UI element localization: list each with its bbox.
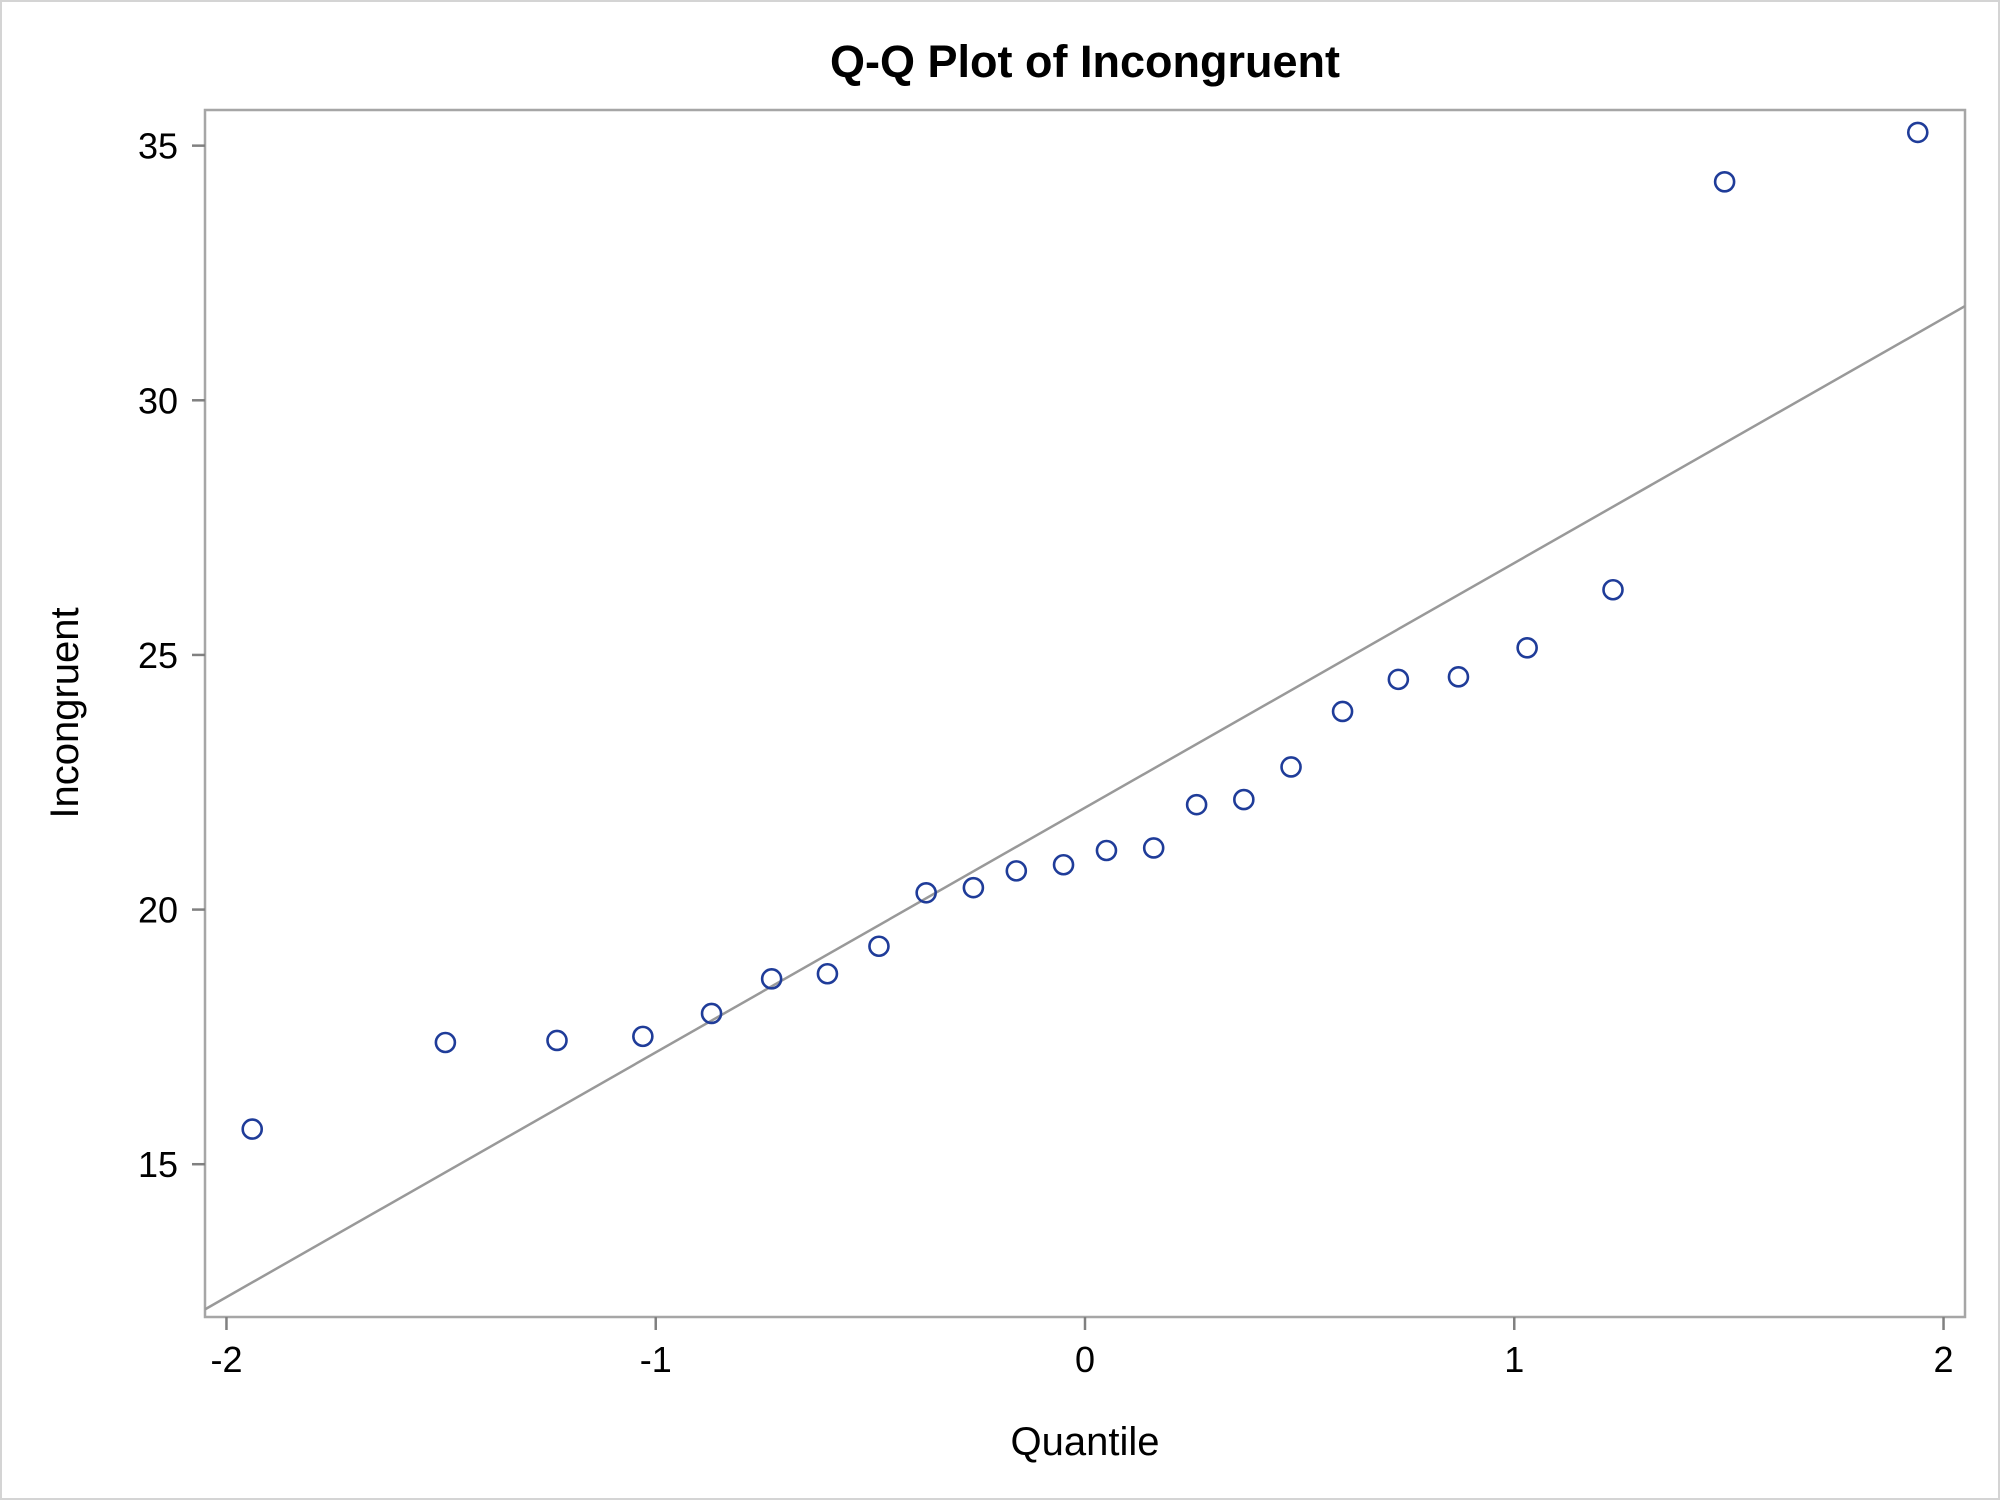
data-point	[546, 1029, 568, 1052]
data-point	[1387, 668, 1410, 691]
y-axis: 15 20 25 30 35	[138, 126, 205, 1185]
x-tick-label: -2	[210, 1339, 242, 1380]
y-tick-label: 30	[138, 380, 178, 421]
data-point	[1185, 793, 1208, 816]
data-point	[1906, 121, 1929, 144]
data-point	[915, 881, 937, 904]
data-point	[816, 962, 839, 985]
data-point	[1233, 788, 1255, 811]
data-point	[1713, 171, 1736, 193]
y-tick-label: 15	[138, 1144, 178, 1185]
data-point	[1280, 756, 1302, 778]
data-point	[1602, 578, 1624, 601]
reference-line	[205, 304, 1965, 1311]
y-axis-title: Incongruent	[43, 607, 87, 818]
data-point	[1331, 700, 1354, 723]
data-point	[1095, 839, 1118, 862]
data-point	[700, 1002, 723, 1025]
data-point	[962, 876, 985, 899]
data-point	[434, 1031, 457, 1054]
y-tick-label: 20	[138, 890, 178, 931]
data-point	[1052, 853, 1075, 876]
data-point	[1142, 837, 1165, 859]
y-tick-label: 25	[138, 635, 178, 676]
x-axis: -2 -1 0 1 2	[210, 1317, 1954, 1380]
plot-area	[203, 108, 1967, 1319]
data-point	[1516, 637, 1538, 659]
data-point	[241, 1118, 264, 1140]
x-tick-label: -1	[640, 1339, 672, 1380]
data-point	[632, 1025, 654, 1048]
x-tick-label: 0	[1075, 1339, 1095, 1380]
chart-title: Q-Q Plot of Incongruent	[830, 36, 1340, 87]
data-point	[1447, 666, 1470, 688]
y-tick-label: 35	[138, 126, 178, 167]
data-point	[1005, 860, 1028, 882]
data-point	[868, 935, 890, 958]
x-tick-label: 1	[1504, 1339, 1524, 1380]
x-axis-title: Quantile	[1011, 1420, 1160, 1464]
x-tick-label: 2	[1934, 1339, 1954, 1380]
data-point	[760, 968, 783, 990]
